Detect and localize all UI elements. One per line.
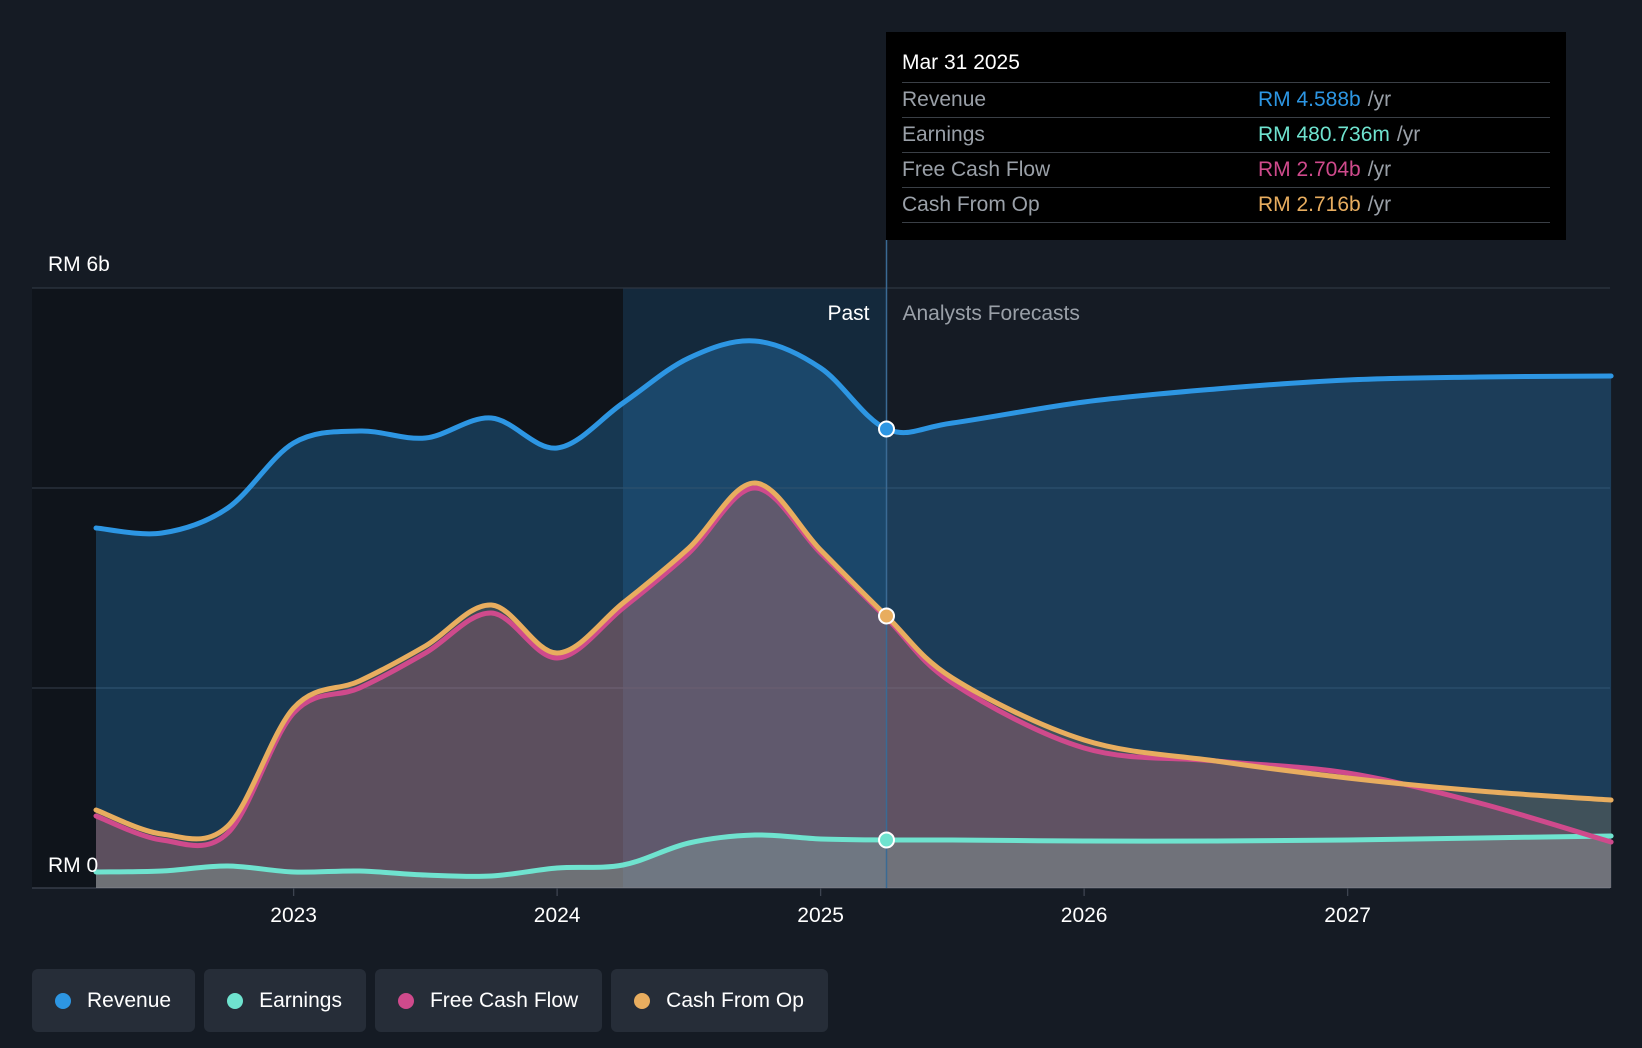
marker-earnings	[878, 831, 895, 849]
tooltip-value: RM 2.716b	[1258, 193, 1361, 216]
legend-item-cash-from-op[interactable]: Cash From Op	[611, 969, 828, 1032]
tooltip-label: Cash From Op	[902, 193, 1040, 216]
tooltip-row-free-cash-flow: Free Cash Flow RM 2.704b /yr	[902, 152, 1550, 187]
tooltip-value: RM 480.736m	[1258, 123, 1390, 146]
tooltip-row-revenue: Revenue RM 4.588b /yr	[902, 82, 1550, 117]
x-tick-label: 2027	[1324, 904, 1371, 927]
legend-dot-icon	[397, 992, 414, 1009]
tooltip-row-cash-from-op: Cash From Op RM 2.716b /yr	[902, 187, 1550, 223]
legend-dot-icon	[634, 992, 651, 1009]
series-lines	[93, 338, 1614, 879]
x-tick-label: 2026	[1061, 904, 1108, 927]
y-axis-bottom-label: RM 0	[48, 854, 98, 877]
series-areas	[96, 340, 1612, 888]
tooltip-label: Free Cash Flow	[902, 158, 1051, 181]
area-fcf	[96, 488, 1612, 888]
legend-dot-icon	[55, 992, 71, 1009]
tooltip-unit: /yr	[1396, 123, 1421, 146]
area-revenue	[96, 340, 1612, 888]
tooltip-unit: /yr	[1367, 193, 1392, 216]
x-tick-label: 2024	[534, 904, 581, 927]
line-revenue	[93, 338, 1614, 537]
legend-item-earnings[interactable]: Earnings	[204, 969, 366, 1032]
tooltip-value: RM 4.588b	[1258, 88, 1361, 111]
y-axis-top-label: RM 6b	[48, 253, 110, 276]
tooltip-unit: /yr	[1367, 158, 1392, 181]
area-cfo	[96, 482, 1612, 888]
area-earnings	[96, 834, 1612, 888]
series-markers	[878, 420, 895, 849]
tooltip-row-earnings: Earnings RM 480.736m /yr	[902, 117, 1550, 152]
tooltip-unit: /yr	[1367, 88, 1392, 111]
x-tick-label: 2023	[270, 904, 317, 927]
legend-label: Earnings	[259, 988, 342, 1012]
tooltip-panel: Mar 31 2025 Revenue RM 4.588b /yr Earnin…	[886, 32, 1566, 240]
tooltip-value: RM 2.704b	[1258, 158, 1361, 181]
legend-label: Free Cash Flow	[429, 988, 579, 1012]
marker-revenue	[878, 420, 895, 438]
legend-label: Cash From Op	[666, 988, 804, 1012]
legend-dot-icon	[227, 992, 244, 1009]
marker-cfo	[878, 607, 895, 625]
legend: Revenue Earnings Free Cash Flow Cash Fro…	[32, 969, 828, 1032]
legend-label: Revenue	[87, 988, 172, 1012]
tooltip-label: Revenue	[902, 88, 987, 111]
x-tick-label: 2025	[797, 904, 844, 927]
line-cfo	[93, 480, 1614, 842]
tooltip-date: Mar 31 2025	[902, 51, 1020, 74]
legend-item-free-cash-flow[interactable]: Free Cash Flow	[374, 969, 603, 1032]
legend-item-revenue[interactable]: Revenue	[32, 969, 196, 1032]
tooltip-label: Earnings	[902, 123, 985, 146]
past-label: Past	[827, 302, 869, 325]
x-axis-ticks: 2023 2024 2025 2026 2027	[270, 888, 1371, 927]
forecast-label: Analysts Forecasts	[903, 302, 1080, 325]
line-earnings	[93, 832, 1614, 879]
